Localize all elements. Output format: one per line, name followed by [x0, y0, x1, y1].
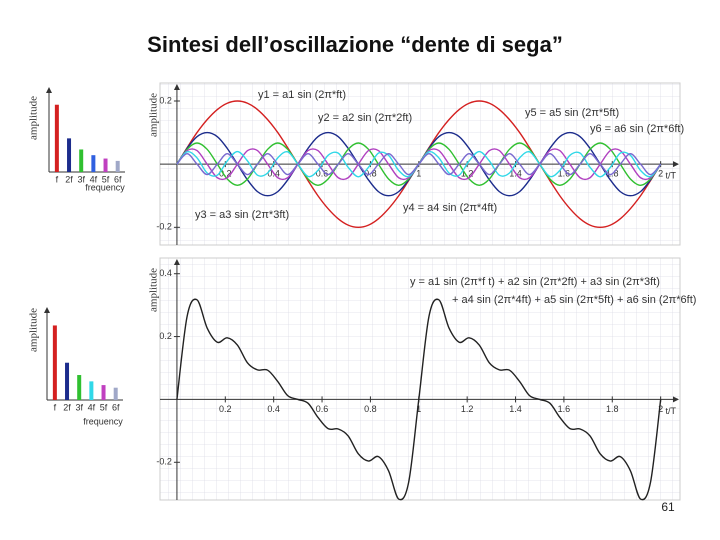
bar — [113, 387, 118, 400]
x-axis-label: frequency — [85, 182, 125, 192]
x-tick-label: f — [54, 402, 57, 412]
x-tick-label: 2 — [658, 169, 663, 179]
x-tick-label: 0.2 — [219, 169, 232, 179]
bar — [89, 381, 94, 400]
page-number: 61 — [661, 500, 675, 514]
bar — [77, 375, 82, 400]
x-tick-label: 3f — [75, 402, 83, 412]
y-tick-label: 0.2 — [159, 331, 172, 341]
y-tick-label: -0.2 — [156, 222, 172, 232]
x-axis-label: t/T — [666, 171, 677, 181]
annotation: y6 = a6 sin (2π*6ft) — [590, 123, 684, 135]
x-tick-label: 1 — [416, 404, 421, 414]
x-tick-label: 1.2 — [461, 404, 474, 414]
bar — [67, 138, 72, 172]
bar — [65, 362, 70, 400]
bar — [52, 325, 57, 400]
y-axis-label: amplitude — [148, 93, 160, 137]
y-tick-label: 0.2 — [159, 95, 172, 105]
y-axis-label: amplitude — [148, 268, 160, 312]
y-tick-label: -0.2 — [156, 457, 172, 467]
x-tick-label: 5f — [102, 174, 110, 184]
x-tick-label: 0.4 — [267, 404, 280, 414]
series-line — [176, 153, 662, 176]
y-tick-label: 0.4 — [159, 268, 172, 278]
x-tick-label: 1.4 — [509, 404, 522, 414]
plot-area — [159, 257, 681, 501]
x-axis-label: t/T — [666, 406, 677, 416]
y-axis-label: amplitude — [28, 96, 40, 140]
x-tick-label: 4f — [88, 402, 96, 412]
annotation: y4 = a4 sin (2π*4ft) — [403, 202, 497, 214]
x-tick-label: 5f — [100, 402, 108, 412]
x-tick-label: 3f — [77, 174, 85, 184]
bar — [91, 155, 96, 172]
x-tick-label: f — [56, 174, 59, 184]
bar — [101, 385, 106, 400]
series-line — [176, 298, 662, 501]
bar — [103, 158, 108, 172]
x-tick-label: 1.8 — [606, 404, 619, 414]
annotation: y = a1 sin (2π*f t) + a2 sin (2π*2ft) + … — [410, 276, 660, 288]
y-axis-label: amplitude — [28, 308, 40, 352]
slide-title: Sintesi dell’oscillazione “dente di sega… — [147, 32, 563, 57]
x-tick-label: 2 — [658, 404, 663, 414]
bar — [115, 160, 120, 172]
annotation: y2 = a2 sin (2π*2ft) — [318, 112, 412, 124]
x-tick-label: 6f — [114, 174, 122, 184]
annotation: y5 = a5 sin (2π*5ft) — [525, 107, 619, 119]
bar — [79, 149, 84, 172]
x-tick-label: 2f — [63, 402, 71, 412]
annotation: + a4 sin (2π*4ft) + a5 sin (2π*5ft) + a6… — [452, 294, 696, 306]
x-tick-label: 0.6 — [316, 169, 329, 179]
x-tick-label: 0.2 — [219, 404, 232, 414]
x-tick-label: 1 — [416, 169, 421, 179]
x-tick-label: 2f — [65, 174, 73, 184]
x-axis-label: frequency — [83, 416, 123, 426]
x-tick-label: 1.6 — [558, 404, 571, 414]
x-tick-label: 0.8 — [364, 404, 377, 414]
x-tick-label: 4f — [90, 174, 98, 184]
x-tick-label: 0.6 — [316, 404, 329, 414]
annotation: y3 = a3 sin (2π*3ft) — [195, 209, 289, 221]
x-tick-label: 1.2 — [461, 169, 474, 179]
bar — [54, 104, 59, 172]
x-tick-label: 6f — [112, 402, 120, 412]
annotation: y1 = a1 sin (2π*ft) — [258, 89, 346, 101]
x-tick-label: 1.6 — [558, 169, 571, 179]
